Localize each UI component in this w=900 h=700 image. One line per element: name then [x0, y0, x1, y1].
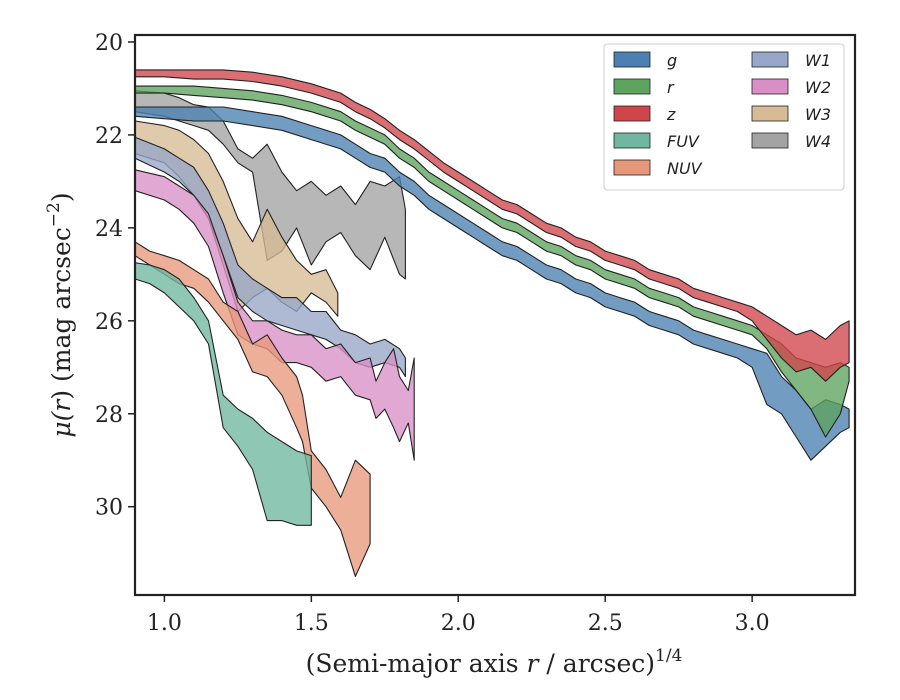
legend: grz FUV NUV W1 W2 W3 W4 — [603, 43, 845, 191]
legend-label-r: r — [667, 78, 675, 97]
legend-swatch-W4 — [751, 132, 789, 149]
x-tick-label: 2.0 — [441, 611, 476, 636]
legend-label-g: g — [667, 51, 677, 70]
legend-swatch-g — [613, 51, 651, 68]
x-tick-label: 3.0 — [735, 611, 770, 636]
x-tick-label: 2.5 — [588, 611, 623, 636]
x-axis: 1.0 1.5 2.0 2.5 3.0 — [147, 595, 770, 636]
legend-swatch-FUV — [613, 132, 651, 149]
legend-label-NUV: NUV — [667, 159, 703, 178]
y-tick-label: 24 — [95, 217, 123, 242]
band-W4 — [134, 90, 406, 280]
y-tick-label: 26 — [95, 310, 123, 335]
plot-frame — [133, 33, 857, 597]
legend-swatch-r — [613, 78, 651, 95]
band-g — [134, 106, 850, 461]
legend-label-W3: W3 — [805, 105, 831, 124]
legend-swatch-W1 — [751, 51, 789, 68]
legend-label-z: z — [666, 105, 676, 124]
legend-label-W2: W2 — [805, 78, 831, 97]
band-NUV — [134, 241, 371, 577]
y-tick-label: 20 — [95, 31, 123, 56]
legend-label-W1: W1 — [805, 51, 831, 70]
legend-swatch-z — [613, 105, 651, 122]
x-tick-label: 1.0 — [147, 611, 182, 636]
band-r — [134, 85, 850, 438]
y-tick-label: 30 — [95, 496, 123, 521]
x-tick-label: 1.5 — [294, 611, 329, 636]
legend-swatch-W2 — [751, 78, 789, 95]
y-axis-label: μ(r) (mag arcsec−2) — [44, 192, 76, 437]
y-tick-label: 22 — [95, 124, 123, 149]
legend-label-FUV: FUV — [667, 132, 700, 151]
y-axis: 20 22 24 26 28 30 — [95, 31, 135, 521]
legend-swatch-W3 — [751, 105, 789, 122]
y-tick-label: 28 — [95, 403, 123, 428]
band-z — [134, 69, 850, 382]
legend-swatch-NUV — [613, 159, 651, 176]
legend-label-W4: W4 — [805, 132, 831, 151]
x-axis-label: (Semi-major axis r / arcsec)1/4 — [306, 646, 683, 678]
band-layer — [134, 69, 850, 577]
band-FUV — [134, 262, 312, 526]
